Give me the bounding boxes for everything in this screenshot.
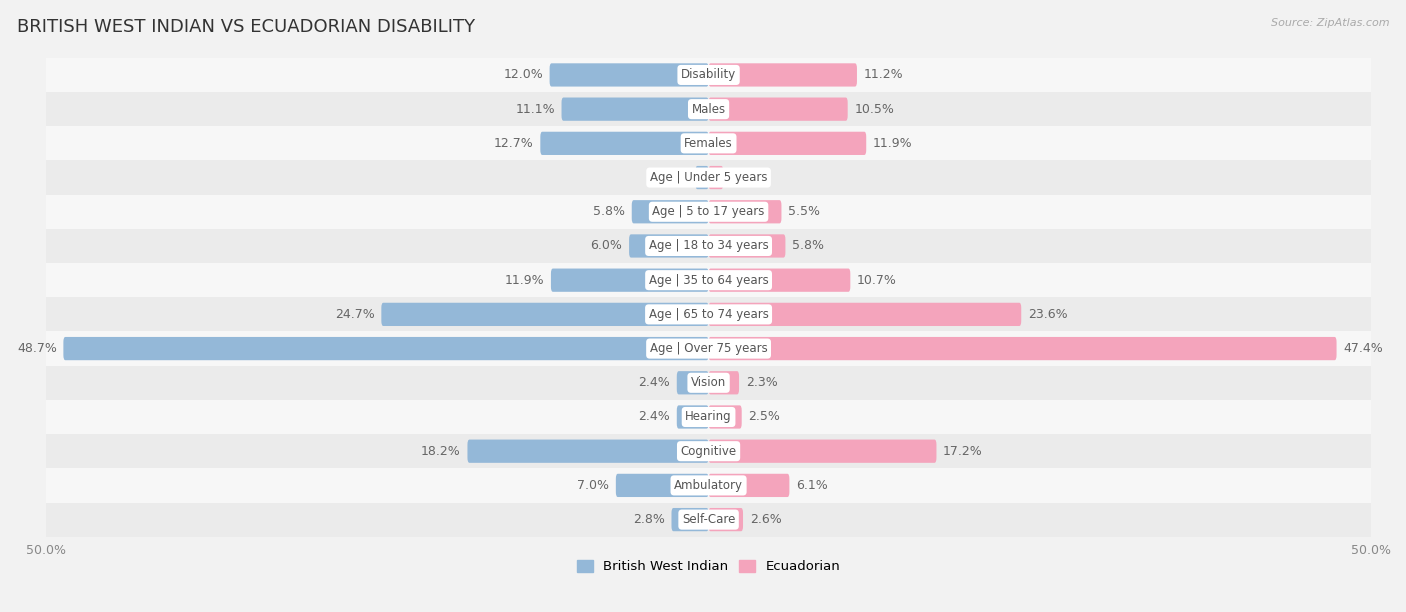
Text: 6.1%: 6.1% (796, 479, 828, 492)
FancyBboxPatch shape (46, 160, 1371, 195)
FancyBboxPatch shape (46, 297, 1371, 332)
Text: BRITISH WEST INDIAN VS ECUADORIAN DISABILITY: BRITISH WEST INDIAN VS ECUADORIAN DISABI… (17, 18, 475, 36)
FancyBboxPatch shape (709, 405, 742, 428)
Text: 17.2%: 17.2% (943, 445, 983, 458)
Text: Self-Care: Self-Care (682, 513, 735, 526)
Text: Age | 18 to 34 years: Age | 18 to 34 years (648, 239, 769, 253)
FancyBboxPatch shape (561, 97, 709, 121)
Text: Disability: Disability (681, 69, 737, 81)
Text: Vision: Vision (690, 376, 727, 389)
FancyBboxPatch shape (709, 166, 723, 189)
Text: Age | Over 75 years: Age | Over 75 years (650, 342, 768, 355)
FancyBboxPatch shape (676, 405, 709, 428)
FancyBboxPatch shape (46, 434, 1371, 468)
Text: 2.8%: 2.8% (633, 513, 665, 526)
FancyBboxPatch shape (709, 508, 742, 531)
FancyBboxPatch shape (709, 303, 1021, 326)
FancyBboxPatch shape (46, 366, 1371, 400)
Text: 23.6%: 23.6% (1028, 308, 1067, 321)
Text: Age | 5 to 17 years: Age | 5 to 17 years (652, 205, 765, 218)
Text: 11.1%: 11.1% (515, 103, 555, 116)
FancyBboxPatch shape (46, 92, 1371, 126)
Text: 11.2%: 11.2% (863, 69, 903, 81)
FancyBboxPatch shape (46, 468, 1371, 502)
FancyBboxPatch shape (709, 371, 740, 394)
FancyBboxPatch shape (467, 439, 709, 463)
FancyBboxPatch shape (46, 502, 1371, 537)
FancyBboxPatch shape (46, 195, 1371, 229)
Legend: British West Indian, Ecuadorian: British West Indian, Ecuadorian (576, 560, 841, 573)
Text: 5.5%: 5.5% (789, 205, 820, 218)
Text: 7.0%: 7.0% (578, 479, 609, 492)
Text: Males: Males (692, 103, 725, 116)
Text: 1.1%: 1.1% (730, 171, 762, 184)
FancyBboxPatch shape (676, 371, 709, 394)
FancyBboxPatch shape (709, 269, 851, 292)
Text: 0.99%: 0.99% (650, 171, 689, 184)
Text: Ambulatory: Ambulatory (673, 479, 744, 492)
Text: 5.8%: 5.8% (792, 239, 824, 253)
Text: 47.4%: 47.4% (1343, 342, 1384, 355)
FancyBboxPatch shape (550, 63, 709, 86)
Text: Source: ZipAtlas.com: Source: ZipAtlas.com (1271, 18, 1389, 28)
Text: 10.7%: 10.7% (858, 274, 897, 286)
Text: 2.4%: 2.4% (638, 376, 671, 389)
Text: 11.9%: 11.9% (873, 137, 912, 150)
Text: 2.5%: 2.5% (748, 411, 780, 424)
FancyBboxPatch shape (709, 474, 789, 497)
Text: Age | Under 5 years: Age | Under 5 years (650, 171, 768, 184)
FancyBboxPatch shape (709, 97, 848, 121)
FancyBboxPatch shape (46, 263, 1371, 297)
Text: Females: Females (685, 137, 733, 150)
FancyBboxPatch shape (46, 332, 1371, 366)
FancyBboxPatch shape (709, 337, 1337, 360)
Text: 12.7%: 12.7% (494, 137, 534, 150)
Text: 24.7%: 24.7% (335, 308, 375, 321)
Text: Hearing: Hearing (685, 411, 733, 424)
Text: 11.9%: 11.9% (505, 274, 544, 286)
Text: 18.2%: 18.2% (420, 445, 461, 458)
FancyBboxPatch shape (631, 200, 709, 223)
Text: 2.3%: 2.3% (745, 376, 778, 389)
FancyBboxPatch shape (709, 200, 782, 223)
Text: 48.7%: 48.7% (17, 342, 56, 355)
Text: 2.6%: 2.6% (749, 513, 782, 526)
FancyBboxPatch shape (616, 474, 709, 497)
Text: Age | 35 to 64 years: Age | 35 to 64 years (648, 274, 769, 286)
FancyBboxPatch shape (628, 234, 709, 258)
FancyBboxPatch shape (709, 439, 936, 463)
Text: 6.0%: 6.0% (591, 239, 623, 253)
Text: 12.0%: 12.0% (503, 69, 543, 81)
Text: Cognitive: Cognitive (681, 445, 737, 458)
FancyBboxPatch shape (551, 269, 709, 292)
FancyBboxPatch shape (46, 58, 1371, 92)
FancyBboxPatch shape (46, 126, 1371, 160)
Text: Age | 65 to 74 years: Age | 65 to 74 years (648, 308, 769, 321)
FancyBboxPatch shape (709, 132, 866, 155)
FancyBboxPatch shape (709, 234, 786, 258)
FancyBboxPatch shape (46, 229, 1371, 263)
FancyBboxPatch shape (696, 166, 709, 189)
Text: 10.5%: 10.5% (855, 103, 894, 116)
FancyBboxPatch shape (381, 303, 709, 326)
FancyBboxPatch shape (63, 337, 709, 360)
Text: 2.4%: 2.4% (638, 411, 671, 424)
FancyBboxPatch shape (709, 63, 858, 86)
Text: 5.8%: 5.8% (593, 205, 626, 218)
FancyBboxPatch shape (46, 400, 1371, 434)
FancyBboxPatch shape (540, 132, 709, 155)
FancyBboxPatch shape (672, 508, 709, 531)
